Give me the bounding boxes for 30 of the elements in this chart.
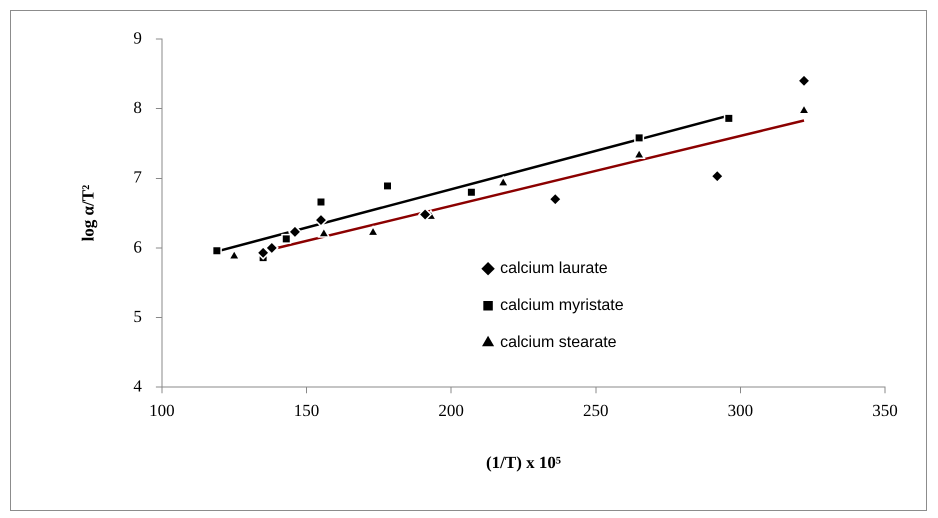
y-tick-label: 4 bbox=[133, 376, 142, 396]
y-tick-label: 9 bbox=[133, 28, 142, 48]
point bbox=[710, 169, 724, 183]
y-axis-title: log α/T² bbox=[78, 184, 98, 242]
point bbox=[797, 74, 811, 88]
point bbox=[314, 213, 328, 227]
point bbox=[466, 187, 476, 198]
point bbox=[724, 113, 734, 124]
x-tick-label: 350 bbox=[872, 400, 898, 420]
point bbox=[288, 225, 302, 239]
legend-label: calcium laurate bbox=[500, 260, 608, 278]
point bbox=[418, 208, 432, 222]
y-tick-label: 7 bbox=[133, 168, 142, 187]
y-tick-label: 6 bbox=[133, 237, 142, 256]
point bbox=[281, 234, 292, 244]
x-tick-label: 200 bbox=[438, 400, 464, 420]
point bbox=[212, 246, 222, 256]
y-tick-label: 5 bbox=[133, 307, 142, 326]
x-axis-title: (1/T) x 10⁵ bbox=[486, 453, 561, 472]
x-tick-label: 150 bbox=[294, 400, 320, 420]
point bbox=[634, 132, 644, 143]
point bbox=[256, 246, 270, 260]
legend-label: calcium stearate bbox=[500, 334, 617, 352]
legend-label: calcium myristate bbox=[500, 297, 624, 314]
y-tick-label: 8 bbox=[133, 98, 142, 118]
point bbox=[548, 192, 562, 206]
point bbox=[265, 241, 279, 255]
x-tick-label: 300 bbox=[728, 400, 754, 420]
x-tick-label: 100 bbox=[149, 400, 175, 420]
x-tick-label: 250 bbox=[583, 400, 609, 420]
